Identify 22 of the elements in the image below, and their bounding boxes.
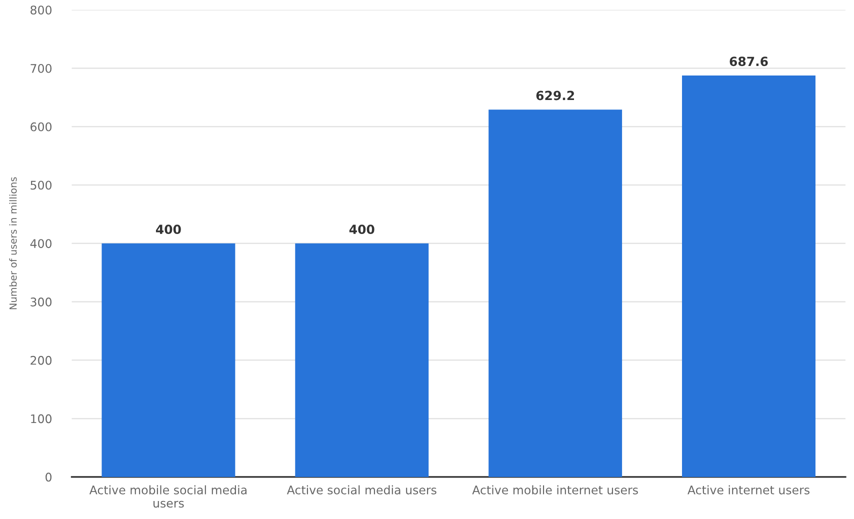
- y-tick-label: 200: [30, 356, 52, 365]
- y-tick-label: 500: [30, 180, 52, 190]
- data-label: 400: [349, 224, 374, 234]
- x-tick-label: Active internet users: [688, 485, 810, 494]
- data-label: 629.2: [536, 90, 574, 100]
- y-tick-label: 100: [31, 414, 52, 424]
- bar: [295, 243, 429, 477]
- y-tick-label: 600: [30, 122, 52, 132]
- x-tick-label: Active social media users: [286, 485, 436, 494]
- bar: [488, 110, 622, 477]
- data-label: 687.6: [730, 56, 768, 66]
- y-tick-label: 400: [30, 239, 52, 248]
- y-tick-label: 700: [30, 64, 52, 73]
- x-tick-label: Active mobile social media users: [89, 485, 246, 508]
- bar: [102, 243, 236, 477]
- y-tick-label: 0: [46, 472, 52, 482]
- x-tick-label: Active mobile internet users: [472, 485, 638, 494]
- y-axis-title: Number of users in millions: [9, 177, 17, 310]
- bar: [682, 75, 816, 477]
- y-tick-label: 800: [30, 6, 52, 15]
- y-tick-label: 300: [30, 298, 52, 306]
- data-label: 400: [156, 224, 181, 234]
